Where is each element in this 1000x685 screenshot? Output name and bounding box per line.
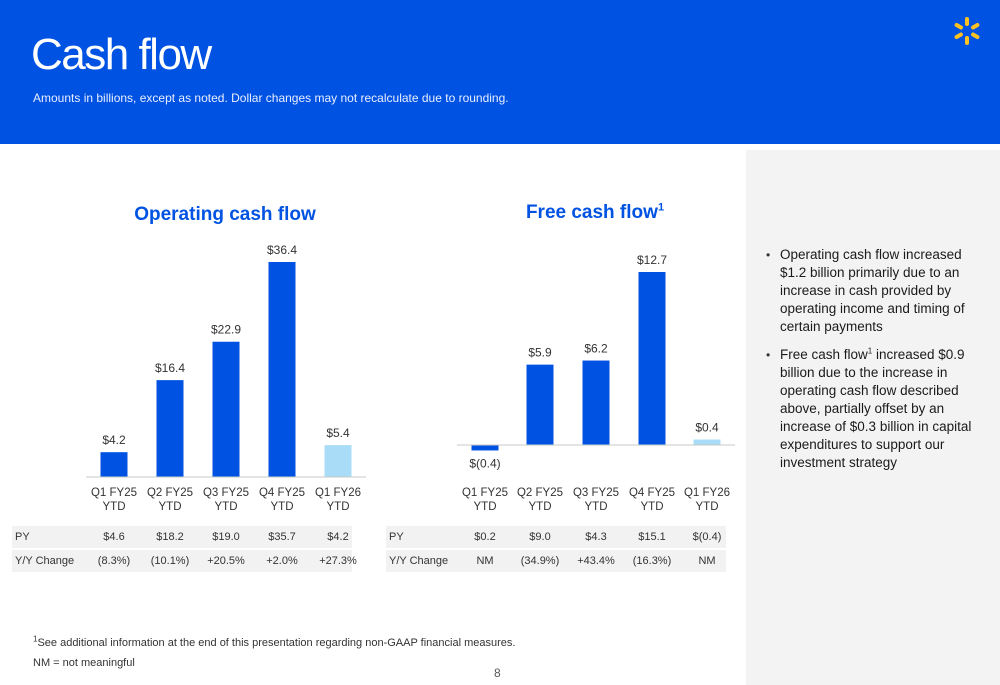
table-cell: +20.5% bbox=[207, 555, 245, 567]
table-cell: $(0.4) bbox=[692, 531, 722, 543]
table-cell: (10.1%) bbox=[150, 555, 190, 567]
page-subtitle: Amounts in billions, except as noted. Do… bbox=[33, 91, 509, 105]
table-cell: (34.9%) bbox=[520, 555, 560, 567]
tick-label-1-3: Q4 FY25 bbox=[629, 487, 675, 499]
tick-label-0-2: Q3 FY25 bbox=[203, 487, 249, 499]
tick-label-1-4: YTD bbox=[696, 501, 719, 513]
data-label-0-0: $4.2 bbox=[102, 433, 126, 447]
data-label-1-4: $0.4 bbox=[695, 421, 719, 435]
table-cell: $15.1 bbox=[638, 531, 666, 543]
table-cell: $4.6 bbox=[103, 531, 125, 543]
tick-label-0-1: Q2 FY25 bbox=[147, 487, 193, 499]
spark-icon bbox=[954, 17, 980, 45]
free-cash-flow-chart: $(0.4) Q1 FY25 YTD $5.9 Q2 FY25 YTD $6.2 Q3 FY2… bbox=[457, 253, 735, 513]
bar-1-3 bbox=[638, 272, 666, 445]
bar-1-2 bbox=[582, 360, 610, 445]
data-label-1-0: $(0.4) bbox=[469, 456, 500, 470]
tick-label-0-1: YTD bbox=[159, 501, 182, 513]
tick-label-1-0: YTD bbox=[474, 501, 497, 513]
table-cell: NM bbox=[698, 555, 716, 567]
tick-label-1-1: YTD bbox=[529, 501, 552, 513]
table-cell: $4.2 bbox=[327, 531, 349, 543]
data-label-1-2: $6.2 bbox=[584, 342, 608, 356]
bar-1-4 bbox=[693, 439, 721, 445]
header-banner: Cash flow Amounts in billions, except as… bbox=[0, 0, 1000, 144]
data-label-0-1: $16.4 bbox=[155, 361, 185, 375]
table-row-label: Y/Y Change bbox=[389, 555, 449, 567]
tick-label-0-4: Q1 FY26 bbox=[315, 487, 361, 499]
table-row: Y/Y Change (8.3%) (10.1%) +20.5% +2.0% +27.3% bbox=[12, 550, 357, 572]
bar-0-4 bbox=[324, 445, 352, 477]
table-cell: $18.2 bbox=[156, 531, 184, 543]
table-cell: (8.3%) bbox=[97, 555, 131, 567]
data-label-0-3: $36.4 bbox=[267, 243, 297, 257]
bar-0-1 bbox=[156, 380, 184, 477]
table-row: PY $4.6 $18.2 $19.0 $35.7 $4.2 bbox=[12, 526, 352, 548]
tick-label-0-0: YTD bbox=[103, 501, 126, 513]
page-title: Cash flow bbox=[31, 30, 212, 79]
table-cell: $0.2 bbox=[474, 531, 496, 543]
bar-0-2 bbox=[212, 341, 240, 477]
data-label-0-2: $22.9 bbox=[211, 323, 241, 337]
commentary-bullets: Operating cash flow increased $1.2 billi… bbox=[766, 246, 978, 482]
data-label-0-4: $5.4 bbox=[326, 426, 350, 440]
tick-label-1-1: Q2 FY25 bbox=[517, 487, 563, 499]
footnote: 1See additional information at the end o… bbox=[33, 634, 516, 649]
page-number: 8 bbox=[494, 666, 501, 680]
tick-label-1-3: YTD bbox=[641, 501, 664, 513]
table-cell: NM bbox=[476, 555, 494, 567]
tick-label-1-4: Q1 FY26 bbox=[684, 487, 730, 499]
operating-cash-flow-title: Operating cash flow bbox=[134, 204, 316, 225]
tick-label-1-0: Q1 FY25 bbox=[462, 487, 508, 499]
data-label-1-3: $12.7 bbox=[637, 253, 667, 267]
bar-1-0 bbox=[471, 445, 499, 451]
table-row-label: Y/Y Change bbox=[15, 555, 75, 567]
bar-0-0 bbox=[100, 452, 128, 477]
table-cell: (16.3%) bbox=[632, 555, 672, 567]
table-cell: $9.0 bbox=[529, 531, 551, 543]
tick-label-1-2: YTD bbox=[585, 501, 608, 513]
operating-cash-flow-chart: $4.2 Q1 FY25 YTD $16.4 Q2 FY25 YTD $22.9 Q3 FY2… bbox=[86, 243, 366, 513]
table-cell: +2.0% bbox=[266, 555, 298, 567]
table-row-label: PY bbox=[389, 531, 404, 543]
table-cell: $35.7 bbox=[268, 531, 296, 543]
bar-0-3 bbox=[268, 262, 296, 477]
nm-note: NM = not meaningful bbox=[33, 657, 135, 669]
tick-label-0-3: YTD bbox=[271, 501, 294, 513]
commentary-bullet-free-cash: Free cash flow1 increased $0.9 billion d… bbox=[766, 346, 978, 472]
table-row-label: PY bbox=[15, 531, 30, 543]
table-row: Y/Y Change NM (34.9%) +43.4% (16.3%) NM bbox=[386, 550, 726, 572]
table-cell: +43.4% bbox=[577, 555, 615, 567]
table-cell: +27.3% bbox=[319, 555, 357, 567]
tick-label-0-2: YTD bbox=[215, 501, 238, 513]
bar-1-1 bbox=[526, 364, 554, 445]
tick-label-0-3: Q4 FY25 bbox=[259, 487, 305, 499]
table-cell: $4.3 bbox=[585, 531, 607, 543]
tick-label-0-0: Q1 FY25 bbox=[91, 487, 137, 499]
free-cash-flow-title: Free cash flow1 bbox=[525, 201, 665, 223]
data-label-1-1: $5.9 bbox=[528, 346, 552, 360]
commentary-bullet-operating: Operating cash flow increased $1.2 billi… bbox=[766, 246, 978, 336]
tick-label-0-4: YTD bbox=[327, 501, 350, 513]
tick-label-1-2: Q3 FY25 bbox=[573, 487, 619, 499]
table-row: PY $0.2 $9.0 $4.3 $15.1 $(0.4) bbox=[386, 526, 726, 548]
table-cell: $19.0 bbox=[212, 531, 240, 543]
